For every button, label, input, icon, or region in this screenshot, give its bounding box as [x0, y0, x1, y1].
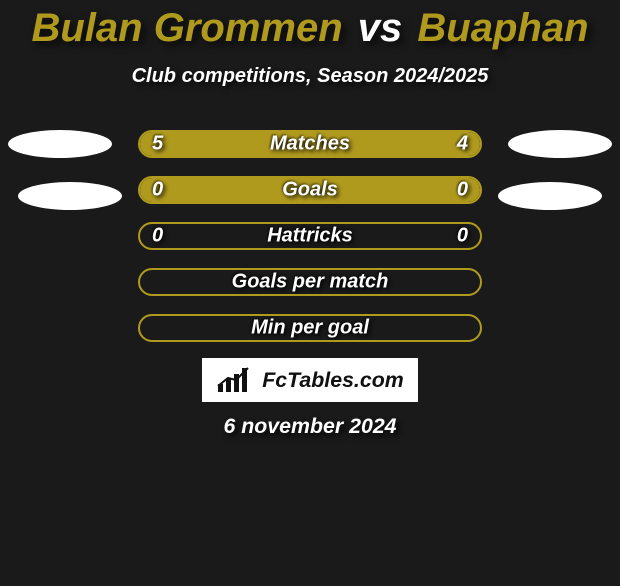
stat-value-right: 0 [457, 179, 468, 202]
stat-value-right: 0 [457, 225, 468, 248]
date-line: 6 november 2024 [223, 414, 396, 439]
stat-bar: 5 4 Matches [138, 130, 482, 158]
stat-value-left: 0 [152, 179, 163, 202]
headline-player2: Buaphan [417, 6, 588, 50]
stat-bar: 0 0 Goals [138, 176, 482, 204]
stat-value-right: 4 [457, 133, 468, 156]
logo-brand-text: FcTables.com [262, 368, 403, 393]
stats-block: 5 4 Matches 0 0 Goals 0 0 Hattricks Goals per mat… [138, 130, 482, 360]
stat-label: Goals per match [232, 271, 389, 294]
rank-pill-left-2 [18, 182, 122, 210]
stat-label: Matches [270, 133, 350, 156]
stat-bar: Goals per match [138, 268, 482, 296]
logo-box: FcTables.com [202, 358, 418, 402]
stat-label: Goals [282, 179, 338, 202]
headline-vs: vs [358, 6, 403, 50]
rank-pill-left-1 [8, 130, 112, 158]
headline: Bulan Grommen vs Buaphan [0, 6, 620, 51]
rank-pill-right-1 [508, 130, 612, 158]
stat-bar: Min per goal [138, 314, 482, 342]
rank-pill-right-2 [498, 182, 602, 210]
headline-player1: Bulan Grommen [31, 6, 342, 50]
stat-value-left: 0 [152, 225, 163, 248]
logo-chart-icon [216, 366, 256, 394]
stat-bar: 0 0 Hattricks [138, 222, 482, 250]
stat-label: Min per goal [251, 317, 369, 340]
stat-value-left: 5 [152, 133, 163, 156]
stat-label: Hattricks [267, 225, 353, 248]
subtitle: Club competitions, Season 2024/2025 [0, 65, 620, 88]
